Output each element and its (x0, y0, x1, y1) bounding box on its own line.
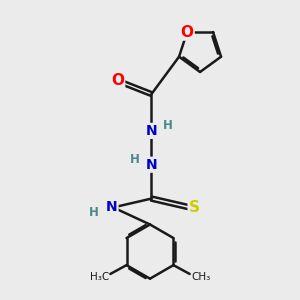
Text: H₃C: H₃C (90, 272, 109, 282)
Text: CH₃: CH₃ (191, 272, 210, 282)
Text: H: H (89, 206, 99, 219)
Text: N: N (146, 158, 157, 172)
Text: S: S (189, 200, 200, 215)
Text: N: N (106, 200, 118, 214)
Text: H: H (130, 153, 140, 166)
Text: N: N (146, 124, 157, 138)
Text: O: O (181, 25, 194, 40)
Text: O: O (111, 73, 124, 88)
Text: H: H (163, 119, 172, 132)
